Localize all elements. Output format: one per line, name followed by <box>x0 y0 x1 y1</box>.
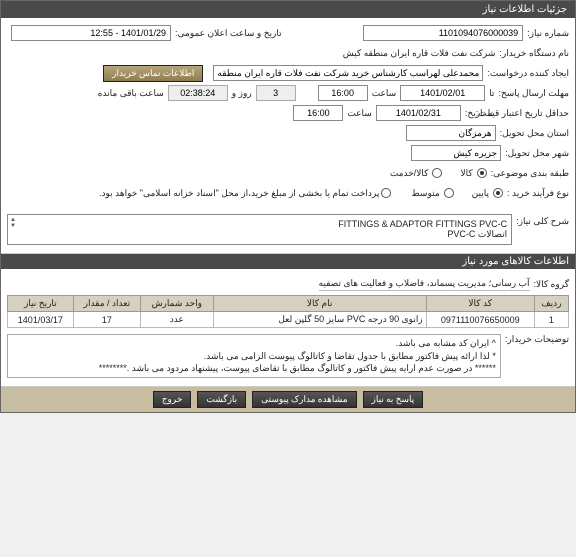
inp-province[interactable] <box>406 125 496 141</box>
btn-back[interactable]: بازگشت <box>197 391 246 408</box>
lbl-hour1: ساعت <box>372 88 397 99</box>
lbl-service: کالا/خدمت <box>390 168 429 179</box>
lbl-kala: کالا <box>460 168 472 179</box>
lbl-group: گروه کالا: <box>534 279 569 290</box>
btn-contact[interactable]: اطلاعات تماس خریدار <box>103 65 203 82</box>
row-city: شهر محل تحویل: <box>7 144 569 162</box>
row-credit: حداقل تاریخ اعتبار قیمت: تا تاریخ: ساعت <box>7 104 569 122</box>
inp-requester[interactable] <box>213 65 483 81</box>
lbl-payment: پرداخت تمام یا بخشی از مبلغ خرید،از محل … <box>99 188 379 199</box>
lbl-to1: تا <box>489 88 494 99</box>
window: جزئیات اطلاعات نیاز شماره نیاز: تاریخ و … <box>0 0 576 413</box>
lbl-ptype: نوع فرآیند خرید : <box>507 188 569 199</box>
td-date: 1401/03/17 <box>8 312 74 328</box>
inp-countdown <box>168 85 228 101</box>
td-idx: 1 <box>534 312 568 328</box>
table-header-row: ردیف کد کالا نام کالا واحد شمارش تعداد /… <box>8 296 569 312</box>
desc-line2: اتصالات PVC-C <box>12 229 507 240</box>
btn-reply[interactable]: پاسخ به نیاز <box>363 391 424 408</box>
row-deadline: مهلت ارسال پاسخ: تا ساعت روز و ساعت باقی… <box>7 84 569 102</box>
chk-payment[interactable] <box>381 188 391 198</box>
inp-days <box>256 85 296 101</box>
th-name: نام کالا <box>213 296 426 312</box>
lbl-low: پایین <box>472 188 489 199</box>
desc-line1: FITTINGS & ADAPTOR FITTINGS PVC-C <box>12 219 507 229</box>
row-desc: شرح کلی نیاز: ▲ ▼ FITTINGS & ADAPTOR FIT… <box>7 212 569 247</box>
td-qty: 17 <box>73 312 140 328</box>
inp-need-no[interactable] <box>363 25 523 41</box>
items-header: اطلاعات کالاهای مورد نیاز <box>1 254 575 269</box>
inp-deadline-date[interactable] <box>400 85 485 101</box>
row-requester: ایجاد کننده درخواست: اطلاعات تماس خریدار <box>7 64 569 82</box>
items-header-text: اطلاعات کالاهای مورد نیاز <box>462 256 569 267</box>
inp-city[interactable] <box>411 145 501 161</box>
radio-service[interactable] <box>432 168 442 178</box>
lbl-class: طبقه بندی موضوعی: <box>491 168 569 179</box>
radio-kala[interactable] <box>477 168 487 178</box>
title-text: جزئیات اطلاعات نیاز <box>483 4 567 15</box>
footer: پاسخ به نیاز مشاهده مدارک پیوستی بازگشت … <box>1 387 575 412</box>
lbl-desc: شرح کلی نیاز: <box>516 212 569 227</box>
lbl-notes: توضیحات خریدار: <box>505 332 569 345</box>
lbl-remain: ساعت باقی مانده <box>98 88 164 99</box>
inp-announce[interactable] <box>11 25 171 41</box>
main-section: شماره نیاز: تاریخ و ساعت اعلان عمومی: نا… <box>1 18 575 254</box>
lbl-mid: متوسط <box>411 188 439 199</box>
spin-down-icon[interactable]: ▼ <box>10 223 16 229</box>
inp-credit-date[interactable] <box>376 105 461 121</box>
lbl-province: استان محل تحویل: <box>500 128 569 139</box>
lbl-need-no: شماره نیاز: <box>527 28 569 39</box>
th-unit: واحد شمارش <box>141 296 213 312</box>
note-line2: * لذا ارائه پیش فاکتور مطابق با جدول تقا… <box>12 350 496 363</box>
val-group: آب رسانی؛ مدیریت پسماند، فاضلاب و فعالیت… <box>319 278 530 291</box>
inp-deadline-time[interactable] <box>318 85 368 101</box>
titlebar: جزئیات اطلاعات نیاز <box>1 1 575 18</box>
notes-box[interactable]: ^ ایران کد مشابه می باشد. * لذا ارائه پی… <box>7 334 501 378</box>
val-buyer: شرکت نفت فلات قاره ایران منطقه کیش <box>343 48 496 59</box>
btn-attach[interactable]: مشاهده مدارک پیوستی <box>252 391 356 408</box>
spinner[interactable]: ▲ ▼ <box>10 217 16 229</box>
desc-box[interactable]: ▲ ▼ FITTINGS & ADAPTOR FITTINGS PVC-C ات… <box>7 214 512 245</box>
rg-class: کالا کالا/خدمت <box>386 168 487 179</box>
th-code: کد کالا <box>426 296 534 312</box>
row-need-no: شماره نیاز: تاریخ و ساعت اعلان عمومی: <box>7 24 569 42</box>
row-buyer: نام دستگاه خریدار: شرکت نفت فلات قاره ای… <box>7 44 569 62</box>
lbl-announce: تاریخ و ساعت اعلان عمومی: <box>175 28 282 39</box>
items-table: ردیف کد کالا نام کالا واحد شمارش تعداد /… <box>7 295 569 328</box>
row-class: طبقه بندی موضوعی: کالا کالا/خدمت <box>7 164 569 182</box>
th-qty: تعداد / مقدار <box>73 296 140 312</box>
table-row[interactable]: 1 0971110076650009 زانوی 90 درجه PVC سای… <box>8 312 569 328</box>
row-group: گروه کالا: آب رسانی؛ مدیریت پسماند، فاضل… <box>7 275 569 293</box>
row-ptype: نوع فرآیند خرید : پایین متوسط پرداخت تما… <box>7 184 569 202</box>
items-section: گروه کالا: آب رسانی؛ مدیریت پسماند، فاضل… <box>1 269 575 387</box>
th-row: ردیف <box>534 296 568 312</box>
rg-ptype: پایین متوسط <box>407 188 503 199</box>
lbl-requester: ایجاد کننده درخواست: <box>487 68 569 79</box>
lbl-buyer: نام دستگاه خریدار: <box>499 48 569 59</box>
lbl-dayand: روز و <box>232 88 252 99</box>
td-name: زانوی 90 درجه PVC سایز 50 گلپن لعل <box>213 312 426 328</box>
td-unit: عدد <box>141 312 213 328</box>
row-province: استان محل تحویل: <box>7 124 569 142</box>
note-line3: ****** در صورت عدم ارایه پیش فاکتور و کا… <box>12 362 496 375</box>
lbl-city: شهر محل تحویل: <box>505 148 569 159</box>
lbl-hour2: ساعت <box>347 108 372 119</box>
td-code: 0971110076650009 <box>426 312 534 328</box>
th-date: تاریخ نیاز <box>8 296 74 312</box>
note-line1: ^ ایران کد مشابه می باشد. <box>12 337 496 350</box>
radio-mid[interactable] <box>444 188 454 198</box>
lbl-credit: حداقل تاریخ اعتبار قیمت: <box>497 108 569 119</box>
lbl-to2: تا تاریخ: <box>465 108 493 119</box>
radio-low[interactable] <box>493 188 503 198</box>
inp-credit-time[interactable] <box>293 105 343 121</box>
btn-exit[interactable]: خروج <box>153 391 192 408</box>
lbl-deadline: مهلت ارسال پاسخ: <box>498 88 569 99</box>
row-notes: توضیحات خریدار: ^ ایران کد مشابه می باشد… <box>7 332 569 380</box>
